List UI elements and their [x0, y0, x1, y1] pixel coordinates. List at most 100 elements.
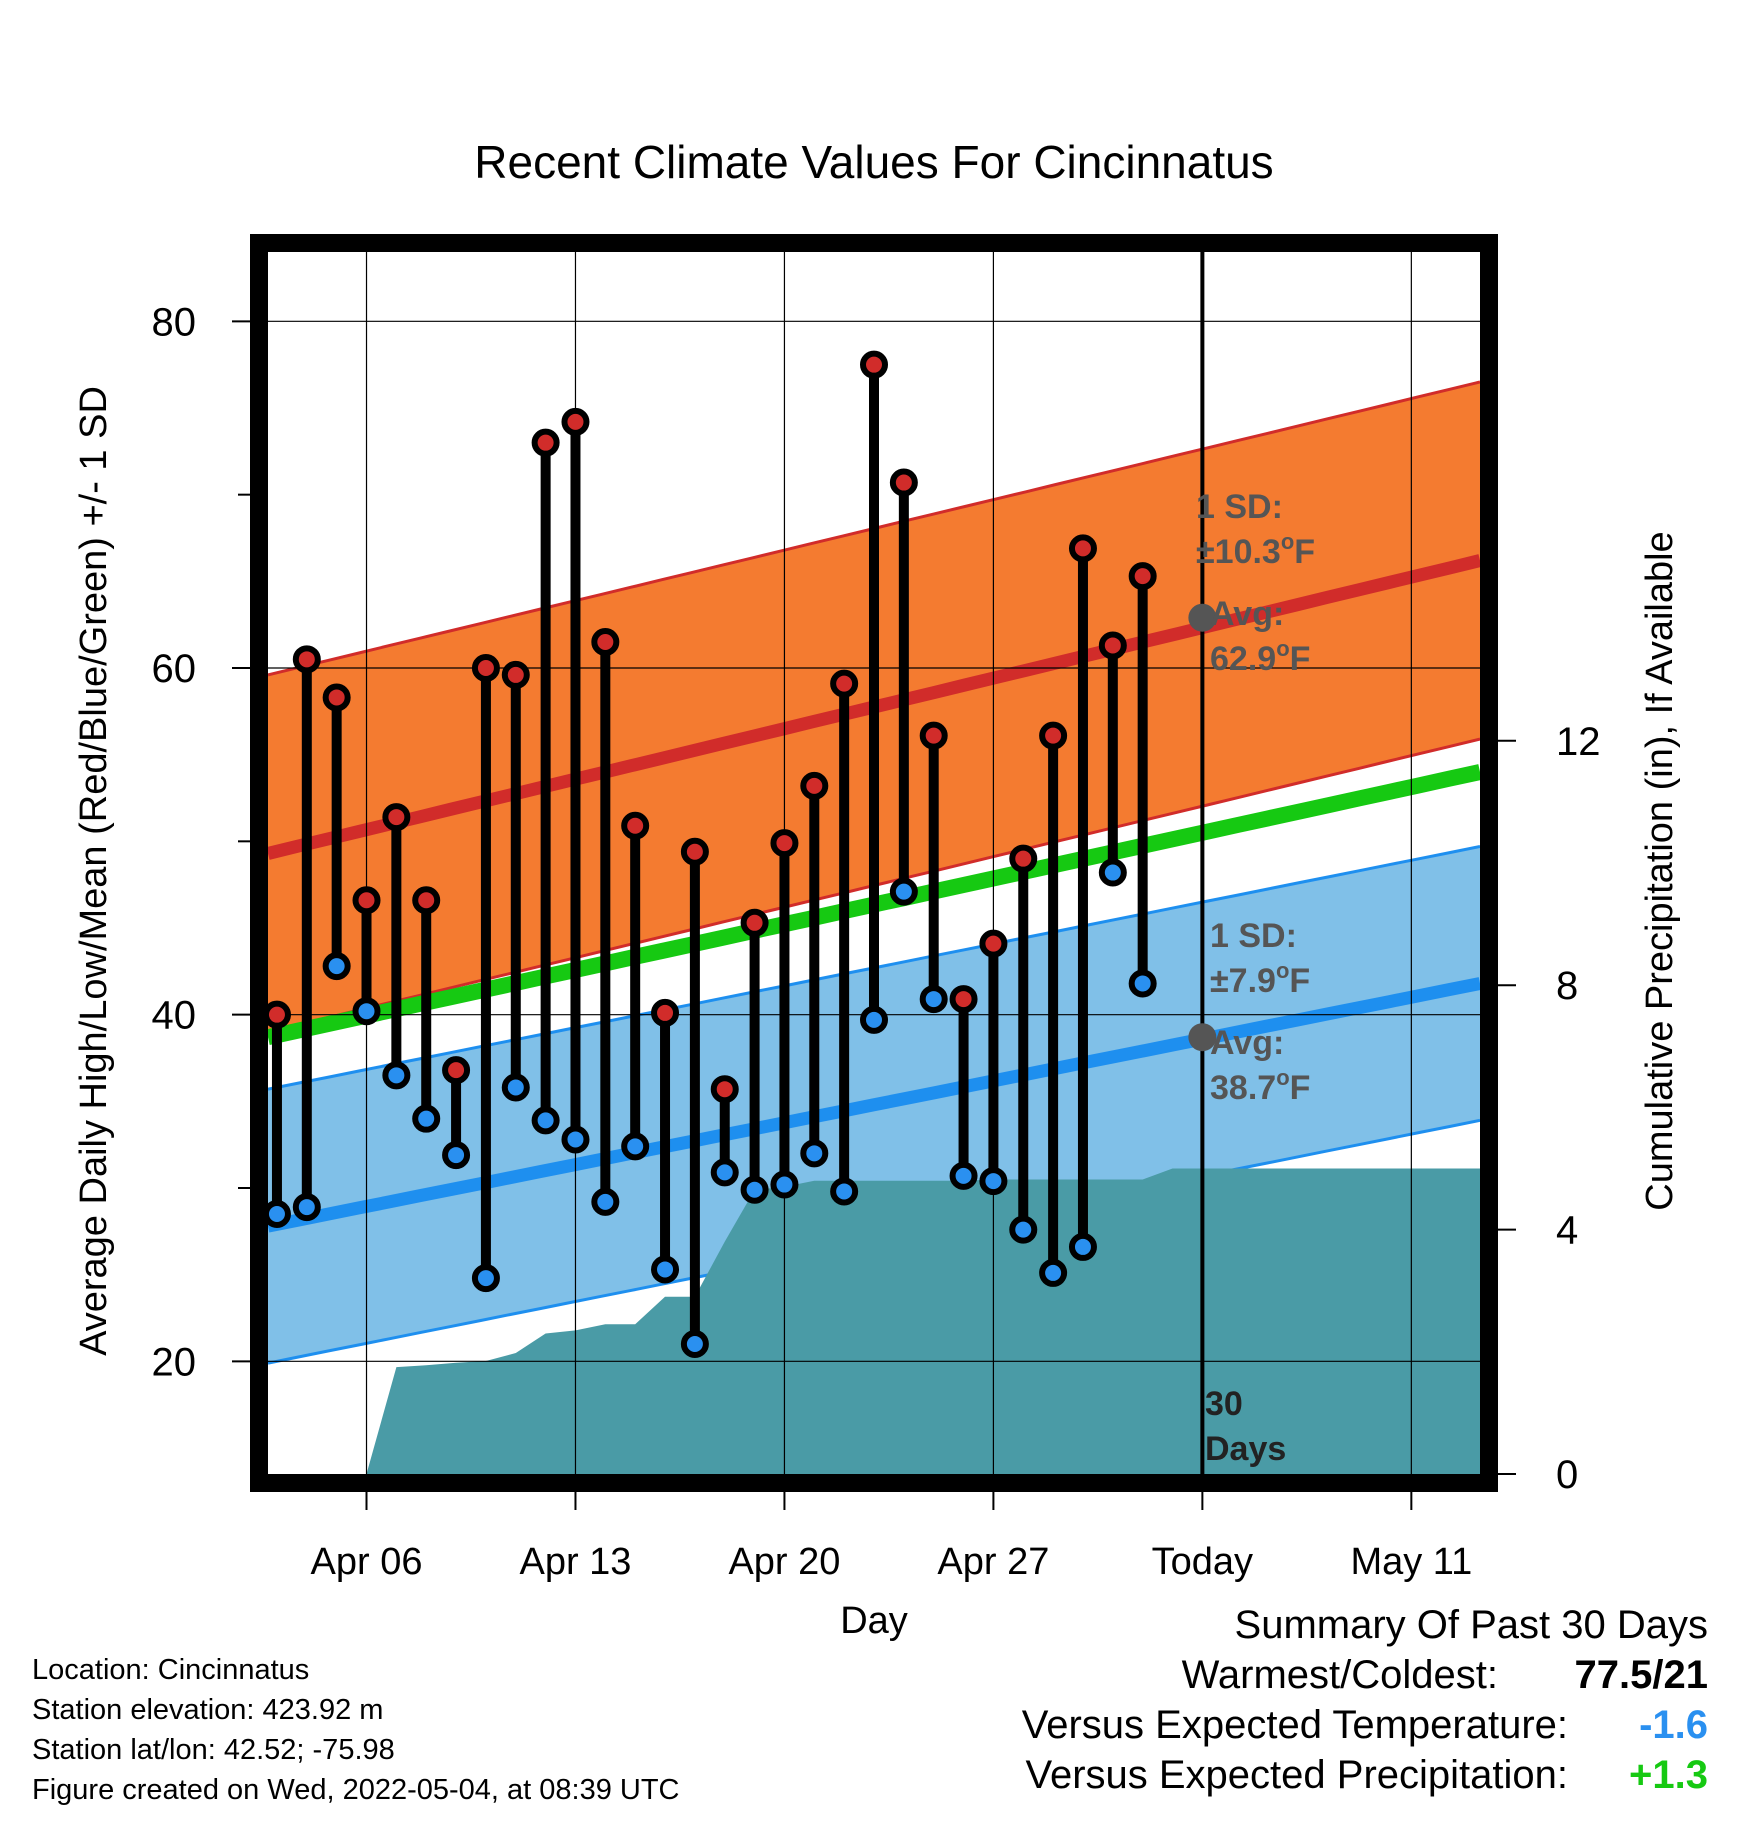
daily-high-point	[800, 771, 829, 800]
y2-axis-label: Cumulative Precipitation (in), If Availa…	[1639, 531, 1681, 1210]
daily-high-point	[322, 683, 351, 712]
high-sd-label: 1 SD:	[1196, 488, 1283, 526]
daily-high-point	[591, 628, 620, 656]
daily-high-point	[860, 350, 888, 379]
temp-label: Versus Expected Temperature:	[1021, 1703, 1568, 1747]
daily-high-point	[680, 837, 709, 866]
y-tick-label: 40	[152, 994, 197, 1038]
daily-high-point	[651, 998, 680, 1027]
daily-low-point	[442, 1141, 471, 1170]
daily-high-point	[1068, 534, 1097, 563]
high-sd-value: ±10.3oF	[1196, 529, 1315, 571]
daily-high-point	[382, 803, 411, 832]
today-normal-high-marker	[1188, 603, 1217, 632]
low-avg-label: Avg:	[1210, 1024, 1284, 1062]
daily-low-point	[382, 1061, 411, 1090]
x-tick-label: May 11	[1350, 1541, 1472, 1583]
daily-low-point	[268, 1200, 291, 1228]
daily-high-point	[1128, 562, 1157, 591]
daily-high-point	[1039, 721, 1068, 750]
daily-high-point	[292, 645, 321, 674]
high-avg-label: Avg:	[1210, 595, 1284, 633]
daily-low-point	[1068, 1232, 1097, 1261]
x-tick-label: Apr 13	[519, 1541, 631, 1583]
y2-tick-label: 0	[1556, 1453, 1578, 1497]
plot-frame	[250, 234, 1498, 1492]
x-tick-label: Apr 06	[311, 1541, 423, 1583]
x-axis-label: Day	[840, 1600, 908, 1642]
daily-low-point	[1128, 969, 1157, 998]
y-tick-label: 20	[152, 1340, 197, 1384]
daily-low-point	[352, 997, 381, 1026]
daily-high-point	[352, 886, 381, 915]
days-count-label: 30	[1205, 1385, 1243, 1423]
daily-high-point	[770, 829, 799, 858]
daily-low-point	[501, 1073, 530, 1102]
station-elevation: Station elevation: 423.92 m	[32, 1694, 384, 1726]
daily-low-point	[919, 985, 948, 1014]
low-sd-label: 1 SD:	[1210, 917, 1297, 955]
daily-low-point	[561, 1125, 590, 1154]
daily-high-point	[979, 929, 1008, 958]
normal-low-line	[268, 977, 1480, 1233]
cumulative-precip-area	[268, 1168, 1480, 1474]
summary-panel: Summary Of Past 30 Days Warmest/Coldest:…	[1022, 1600, 1708, 1800]
daily-low-point	[740, 1175, 769, 1204]
daily-high-point	[740, 908, 769, 937]
daily-low-point	[860, 1005, 888, 1034]
x-tick-label: Apr 20	[728, 1541, 840, 1583]
precip-label: Versus Expected Precipitation:	[1025, 1753, 1568, 1797]
daily-high-point	[710, 1075, 739, 1104]
daily-high-point	[268, 1000, 291, 1029]
daily-high-point	[949, 985, 978, 1014]
precip-value: +1.3	[1629, 1753, 1708, 1797]
y2-tick-label: 8	[1556, 964, 1578, 1008]
daily-low-point	[800, 1139, 829, 1168]
chart-title: Recent Climate Values For Cincinnatus	[474, 136, 1273, 188]
today-normal-low-marker	[1188, 1023, 1217, 1052]
daily-low-point	[531, 1106, 560, 1135]
daily-low-point	[1039, 1258, 1068, 1287]
daily-low-point	[651, 1255, 680, 1284]
daily-low-point	[292, 1193, 321, 1222]
y-tick-label: 80	[152, 300, 197, 344]
daily-high-point	[1009, 844, 1038, 873]
daily-high-point	[561, 407, 590, 436]
daily-low-point	[591, 1187, 620, 1216]
daily-high-point	[531, 428, 560, 457]
daily-high-point	[830, 669, 859, 698]
x-tick-label: Today	[1152, 1541, 1253, 1583]
y2-tick-label: 4	[1556, 1209, 1578, 1253]
daily-low-point	[830, 1177, 859, 1206]
daily-low-point	[322, 952, 351, 981]
low-avg-value: 38.7oF	[1210, 1065, 1310, 1107]
y2-tick-label: 12	[1556, 720, 1601, 764]
station-info: Location: Cincinnatus Station elevation:…	[32, 1650, 680, 1810]
summary-title: Summary Of Past 30 Days	[1234, 1603, 1708, 1647]
figure-created: Figure created on Wed, 2022-05-04, at 08…	[32, 1774, 680, 1806]
warmest-label: Warmest/Coldest:	[1181, 1653, 1498, 1697]
summary-temp-row: Versus Expected Temperature: -1.6	[1022, 1700, 1708, 1750]
daily-low-point	[1009, 1215, 1038, 1244]
daily-low-point	[979, 1167, 1008, 1196]
daily-low-point	[889, 877, 918, 906]
station-latlon: Station lat/lon: 42.52; -75.98	[32, 1734, 395, 1766]
temp-value: -1.6	[1639, 1703, 1708, 1747]
daily-high-point	[442, 1056, 471, 1085]
daily-high-point	[501, 660, 530, 689]
high-avg-value: 62.9oF	[1210, 636, 1310, 678]
daily-low-point	[949, 1161, 978, 1190]
days-word-label: Days	[1205, 1430, 1286, 1468]
daily-low-point	[412, 1104, 441, 1133]
daily-high-point	[889, 468, 918, 497]
daily-high-point	[412, 886, 441, 915]
daily-high-point	[621, 811, 650, 840]
summary-warmest-row: Warmest/Coldest: 77.5/21	[1022, 1650, 1708, 1700]
daily-low-point	[680, 1330, 709, 1358]
low-sd-value: ±7.9oF	[1210, 958, 1310, 1000]
y-axis-label: Average Daily High/Low/Mean (Red/Blue/Gr…	[73, 386, 115, 1356]
